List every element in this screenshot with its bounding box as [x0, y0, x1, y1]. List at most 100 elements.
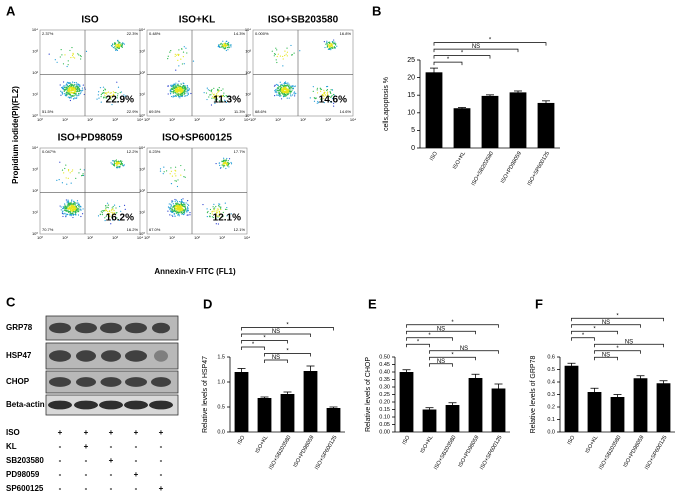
dot	[111, 95, 113, 97]
quadrant-value: 14.6%	[340, 109, 352, 114]
dot	[73, 95, 75, 97]
dot	[329, 101, 331, 103]
dot	[187, 204, 190, 206]
dot	[60, 49, 62, 51]
dot	[172, 215, 174, 217]
dot	[215, 223, 217, 225]
dot	[119, 44, 121, 46]
dot	[179, 212, 181, 214]
significance-bracket	[571, 317, 664, 322]
dot	[281, 90, 283, 92]
y-tick-label: 10²	[32, 70, 38, 75]
dot	[210, 90, 212, 93]
dot	[107, 207, 109, 209]
dot	[72, 208, 74, 210]
dot	[181, 213, 183, 215]
dot	[105, 209, 107, 211]
dot	[113, 160, 115, 162]
quadrant-value: 22.9%	[127, 109, 139, 114]
dot	[216, 96, 218, 98]
dot	[175, 69, 177, 71]
dot	[176, 203, 178, 206]
y-tick-label: 0.5	[217, 404, 225, 410]
significance-bracket	[429, 350, 499, 354]
dot	[192, 60, 195, 62]
dot	[66, 204, 68, 206]
dot	[109, 97, 111, 100]
dot	[173, 87, 175, 89]
band	[74, 400, 98, 410]
dot	[327, 91, 329, 93]
dot	[206, 87, 208, 89]
dot	[61, 86, 63, 89]
dot	[181, 63, 184, 65]
dot	[218, 203, 220, 205]
dot	[176, 200, 179, 202]
significance-label: *	[447, 57, 450, 63]
dot	[213, 210, 215, 212]
bar	[399, 372, 414, 432]
dot	[171, 84, 173, 86]
dot	[329, 45, 332, 48]
dot	[73, 82, 76, 84]
y-tick-label: 0.6	[547, 354, 555, 360]
dot	[221, 160, 223, 163]
dot	[288, 85, 290, 87]
dot	[123, 43, 125, 45]
dot	[218, 214, 220, 216]
dot	[98, 91, 100, 93]
dot	[74, 211, 76, 214]
dot	[284, 82, 287, 85]
band	[75, 322, 97, 334]
dot	[176, 84, 178, 86]
dot	[116, 163, 118, 166]
dot	[184, 95, 186, 97]
quadrant-value: 68.6%	[255, 109, 267, 114]
dot	[171, 91, 173, 93]
dot	[80, 215, 82, 218]
dot	[175, 88, 177, 91]
dot	[222, 88, 224, 90]
dot	[224, 159, 226, 161]
dot	[104, 210, 106, 212]
quadrant-value: 2.37%	[42, 31, 54, 36]
dot	[286, 84, 288, 86]
significance-label: *	[286, 349, 289, 355]
dot	[183, 202, 185, 204]
significance-label: *	[417, 339, 420, 345]
dot	[70, 212, 72, 214]
dot	[179, 94, 182, 96]
dot	[169, 214, 171, 216]
dot	[174, 200, 176, 202]
dot	[282, 55, 284, 58]
dot	[334, 44, 337, 46]
dot	[276, 49, 278, 51]
dot	[184, 89, 186, 91]
dot	[67, 88, 69, 90]
dot	[114, 95, 116, 98]
dot	[276, 87, 279, 89]
dot	[72, 53, 74, 55]
x-axis-label: Annexin-V FITC (FL1)	[154, 267, 236, 276]
bar	[481, 95, 499, 148]
dot	[174, 173, 176, 175]
quadrant-value: 0.000%	[255, 31, 269, 36]
dot	[105, 92, 107, 94]
dot	[170, 170, 173, 172]
dot	[178, 86, 180, 88]
dot	[65, 215, 67, 217]
dot	[175, 84, 177, 86]
dot	[278, 94, 280, 96]
plot-frame	[39, 29, 141, 117]
dot	[294, 93, 296, 95]
dot	[185, 211, 187, 213]
y-tick-label: 10¹	[32, 210, 38, 215]
dot	[116, 49, 119, 51]
dot	[274, 89, 277, 91]
dot	[214, 95, 216, 97]
dot	[76, 202, 78, 204]
dot	[102, 86, 105, 88]
apoptosis-value: 16.2%	[106, 213, 134, 224]
dot	[67, 93, 70, 95]
dot	[107, 215, 110, 217]
